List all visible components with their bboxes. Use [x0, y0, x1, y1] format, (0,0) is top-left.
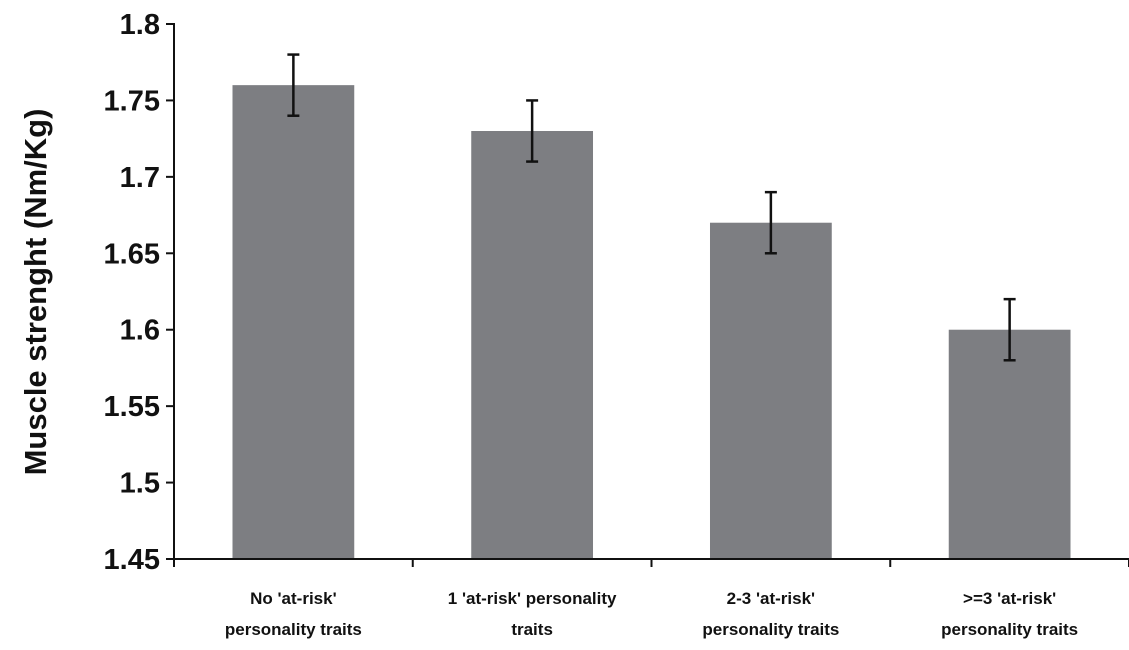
y-tick-label: 1.6	[120, 315, 160, 347]
y-tick-label: 1.45	[104, 544, 160, 576]
bar	[471, 131, 594, 559]
y-tick-label: 1.75	[104, 85, 160, 117]
category-label: personality traits	[225, 620, 362, 639]
category-label: personality traits	[941, 620, 1078, 639]
x-ticks-group	[173, 559, 1129, 567]
category-label: 1 'at-risk' personality	[448, 589, 617, 608]
bar	[948, 329, 1071, 559]
category-label: >=3 'at-risk'	[963, 589, 1056, 608]
category-label: No 'at-risk'	[250, 589, 337, 608]
bar	[232, 85, 355, 560]
bar	[709, 222, 832, 559]
y-tick-label: 1.65	[104, 238, 160, 270]
y-tick-label: 1.5	[120, 468, 160, 500]
bars-group	[232, 85, 1071, 560]
y-axis-title: Muscle strenght (Nm/Kg)	[18, 109, 53, 476]
y-tick-label: 1.55	[104, 391, 160, 423]
y-ticks-group: 1.45 1.5 1.55 1.6 1.65 1.7 1.75 1.8	[104, 9, 174, 576]
category-labels-group: No 'at-risk' personality traits 1 'at-risk…	[225, 589, 1078, 639]
error-bars-group	[287, 53, 1016, 362]
y-tick-label: 1.8	[120, 9, 160, 41]
category-label: personality traits	[702, 620, 839, 639]
category-label: traits	[511, 620, 553, 639]
y-tick-label: 1.7	[120, 162, 160, 194]
category-label: 2-3 'at-risk'	[727, 589, 815, 608]
